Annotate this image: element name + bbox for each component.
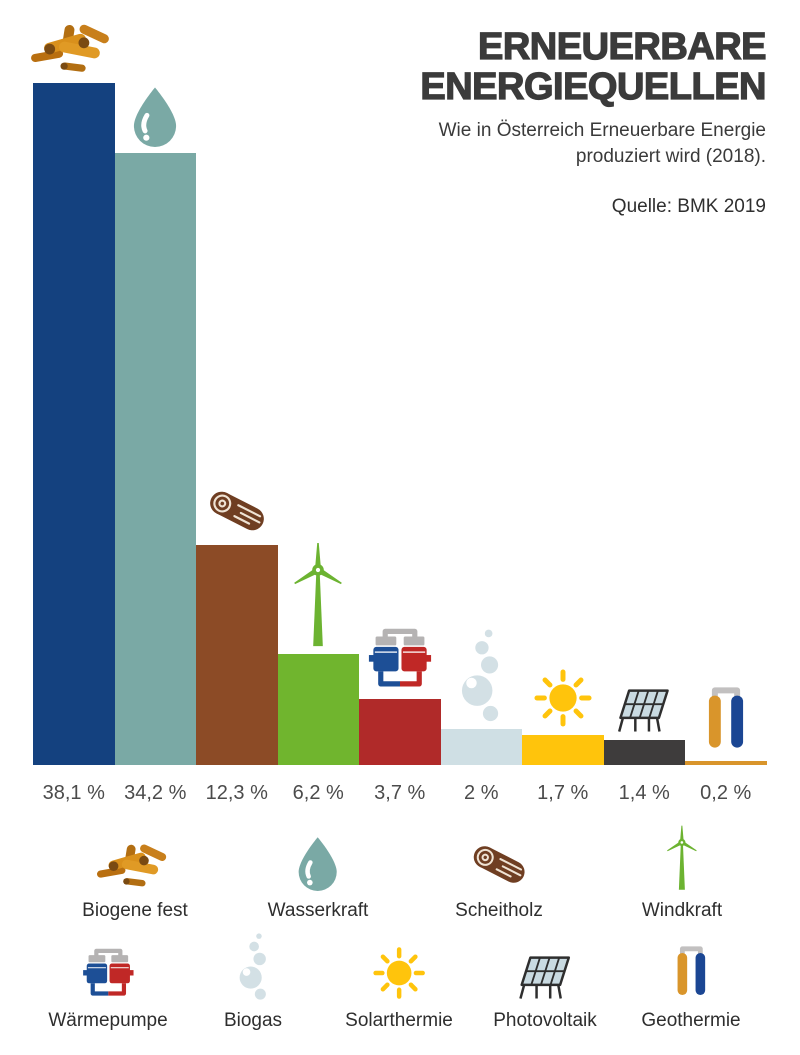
bubbles-icon — [238, 932, 267, 1001]
bar-biogene-fest — [33, 83, 115, 765]
bar-value-label: 0,2 % — [700, 782, 752, 804]
bar-wasserkraft — [114, 152, 196, 765]
log-icon — [464, 838, 534, 891]
heat-pump-icon — [363, 623, 437, 693]
legend-item-photovoltaik: Photovoltaik — [493, 944, 597, 1032]
legend-item-wasserkraft: Wasserkraft — [267, 834, 369, 922]
bar-value-label: 12,3 % — [205, 782, 268, 804]
water-drop-icon — [124, 85, 186, 147]
legend-row-2: Wärmepumpe Biogas Solarthermie Photovolt… — [0, 933, 800, 1032]
bar-waermepumpe — [359, 698, 441, 765]
page-title: ERNEUERBARE ENERGIEQUELLEN — [420, 26, 767, 108]
legend-label: Windkraft — [641, 900, 723, 921]
legend-label: Wärmepumpe — [48, 1010, 168, 1031]
legend-row-1: Biogene fest Wasserkraft Scheitholz Wind… — [0, 825, 800, 922]
page-subtitle: Wie in Österreich Erneuerbare Energie pr… — [438, 120, 766, 168]
legend-label: Photovoltaik — [493, 1010, 597, 1031]
bar-scheitholz — [196, 544, 278, 765]
water-drop-icon — [290, 835, 346, 891]
bar-solarthermie — [522, 734, 604, 765]
legend-item-geothermie: Geothermie — [641, 941, 741, 1032]
bar-biogas — [440, 729, 522, 765]
legend-item-scheitholz: Scheitholz — [455, 834, 543, 922]
bubbles-icon — [461, 627, 501, 723]
wind-turbine-icon — [664, 825, 700, 891]
bar-geothermie — [685, 760, 767, 765]
sun-icon — [532, 667, 594, 729]
sun-icon — [371, 945, 427, 1001]
heat-pump-icon — [78, 944, 138, 1001]
log-icon — [200, 483, 274, 539]
legend-label: Biogene fest — [82, 900, 188, 921]
solar-panel-icon — [613, 682, 675, 734]
bar-value-label: 1,7 % — [537, 782, 589, 804]
bar-photovoltaik — [603, 739, 685, 765]
solar-panel-icon — [514, 950, 576, 1001]
legend-label: Geothermie — [641, 1010, 741, 1031]
legend-item-solarthermie: Solarthermie — [345, 944, 453, 1032]
legend-item-biogas: Biogas — [223, 933, 283, 1032]
bar-value-label: 2 % — [464, 782, 499, 804]
wind-turbine-icon — [289, 542, 347, 648]
geothermal-probes-icon — [670, 941, 712, 1001]
legend-label: Wasserkraft — [267, 900, 369, 921]
legend-item-biogene-fest: Biogene fest — [82, 834, 188, 922]
bar-value-label: 38,1 % — [42, 782, 105, 804]
bar-value-label: 6,2 % — [292, 782, 344, 804]
legend-item-windkraft: Windkraft — [641, 825, 723, 922]
source-note: Quelle: BMK 2019 — [611, 196, 766, 217]
wood-sticks-icon — [94, 843, 176, 891]
bar-value-label: 3,7 % — [374, 782, 426, 804]
bar-value-label: 34,2 % — [124, 782, 187, 804]
legend-item-waermepumpe: Wärmepumpe — [48, 944, 168, 1032]
wood-sticks-icon — [26, 23, 122, 77]
bar-value-label: 1,4 % — [618, 782, 670, 804]
bar-windkraft — [277, 654, 359, 765]
legend-label: Biogas — [223, 1010, 283, 1031]
geothermal-probes-icon — [700, 679, 752, 755]
legend-label: Solarthermie — [345, 1010, 453, 1031]
legend-label: Scheitholz — [455, 900, 543, 921]
